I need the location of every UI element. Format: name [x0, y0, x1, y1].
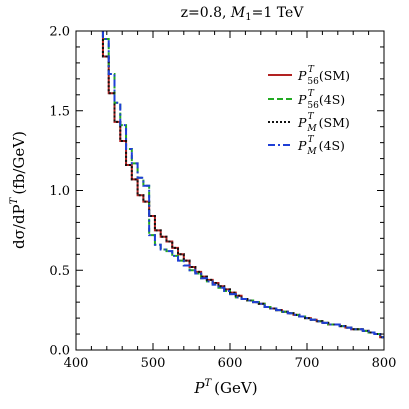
legend-label-0: P56T (SM) — [297, 65, 350, 87]
y-tick-label-1: 1.0 — [49, 184, 70, 199]
legend-label-2: PMT (SM) — [297, 112, 350, 134]
series-line-3 — [101, 31, 384, 339]
series-layer — [101, 31, 384, 339]
y-tick-label-2: 2.0 — [49, 25, 70, 40]
x-axis-title: PT (GeV) — [193, 378, 257, 397]
chart-title: z=0.8, M1=1 TeV — [181, 5, 305, 23]
ticks-layer: 400 500 600 700 800 0.0 0.5 1.0 1.5 2.0 — [49, 25, 396, 372]
y-tick-label-0: 0.0 — [49, 344, 70, 359]
x-tick-label-700: 700 — [295, 356, 320, 371]
x-tick-label-600: 600 — [218, 356, 243, 371]
y-axis-title: dσ/dPT(fb/GeV) — [9, 131, 28, 249]
legend-label-3: PMT (4S) — [297, 135, 345, 157]
y-tick-label-1.5: 1.5 — [49, 104, 70, 119]
x-tick-label-400: 400 — [64, 356, 89, 371]
legend-label-1: P56T (4S) — [297, 89, 345, 111]
legend: P56T (SM) P56T (4S) PMT (SM) PMT (4S) — [268, 65, 350, 157]
y-tick-label-0.5: 0.5 — [49, 264, 70, 279]
x-tick-label-500: 500 — [141, 356, 166, 371]
x-tick-label-800: 800 — [372, 356, 397, 371]
